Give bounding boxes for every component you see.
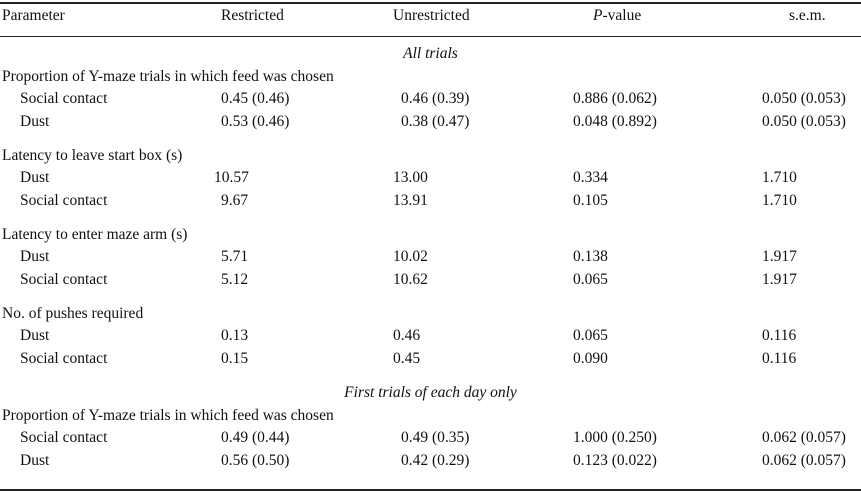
cell-p: 0.090 [573,349,608,367]
cell-name: Dust [20,327,50,344]
cell-name: Social contact [20,270,108,288]
cell-unrestricted: 0.38 (0.47) [401,112,470,130]
group-label: Latency to enter maze arm (s) [2,225,188,243]
cell-p: 0.065 [573,327,608,344]
cell-restricted: 0.15 [221,349,249,367]
bottom-rule [0,489,861,491]
cell-sem: 0.050 (0.053) [762,112,846,130]
cell-p: 0.065 [573,270,608,288]
cell-sem: 0.062 (0.057) [762,451,846,469]
cell-p: 1.000 (0.250) [573,429,657,446]
group-label: Proportion of Y-maze trials in which fee… [2,67,334,85]
cell-sem: 0.062 (0.057) [762,429,846,446]
cell-restricted: 5.12 [221,270,249,288]
cell-sem: 1.917 [762,248,797,265]
group-label: Proportion of Y-maze trials in which fee… [2,406,334,424]
cell-name: Social contact [20,429,108,446]
cell-p: 0.334 [573,169,608,186]
cell-sem: 0.116 [762,349,797,367]
header-rule [0,36,861,37]
cell-unrestricted: 0.49 (0.35) [401,429,470,446]
cell-restricted: 0.53 (0.46) [221,112,290,130]
col-header-p-value: P-value [593,6,641,26]
group-label: Latency to leave start box (s) [2,146,183,164]
cell-unrestricted: 10.62 [393,270,428,288]
cell-name: Dust [20,169,50,186]
cell-restricted: 0.56 (0.50) [221,451,290,469]
section-title: First trials of each day only [344,384,517,401]
top-rule [0,2,861,4]
cell-p: 0.123 (0.022) [573,451,657,469]
col-header-restricted: Restricted [221,7,284,24]
p-suffix: -value [602,7,642,24]
cell-p: 0.105 [573,191,608,209]
cell-restricted: 5.71 [221,248,249,265]
cell-unrestricted: 0.45 [393,349,421,367]
cell-name: Dust [20,248,50,265]
cell-unrestricted: 0.46 (0.39) [401,90,470,107]
group-label: No. of pushes required [2,304,144,322]
cell-sem: 1.917 [762,270,797,288]
cell-restricted: 0.13 [221,327,249,344]
cell-restricted: 0.45 (0.46) [221,90,290,107]
cell-unrestricted: 13.00 [393,169,428,186]
col-header-parameter: Parameter [2,7,65,24]
cell-unrestricted: 0.46 [393,327,421,344]
cell-name: Social contact [20,191,108,209]
cell-p: 0.886 (0.062) [573,90,657,107]
cell-restricted: 9.67 [221,191,249,209]
cell-name: Dust [20,112,50,130]
cell-name: Dust [20,451,50,469]
p-symbol: P [593,7,603,24]
cell-unrestricted: 10.02 [393,248,428,265]
col-header-sem: s.e.m. [789,7,826,24]
col-header-unrestricted: Unrestricted [393,7,470,24]
cell-unrestricted: 13.91 [393,191,428,209]
cell-sem: 0.050 (0.053) [762,90,846,107]
cell-unrestricted: 0.42 (0.29) [401,451,470,469]
cell-restricted: 0.49 (0.44) [221,429,290,446]
cell-sem: 1.710 [762,191,797,209]
section-title: All trials [403,45,458,62]
cell-name: Social contact [20,90,108,107]
cell-sem: 0.116 [762,327,797,344]
cell-restricted: 10.57 [214,169,249,186]
cell-p: 0.048 (0.892) [573,112,657,130]
cell-name: Social contact [20,349,108,367]
cell-sem: 1.710 [762,169,797,186]
cell-p: 0.138 [573,248,608,265]
